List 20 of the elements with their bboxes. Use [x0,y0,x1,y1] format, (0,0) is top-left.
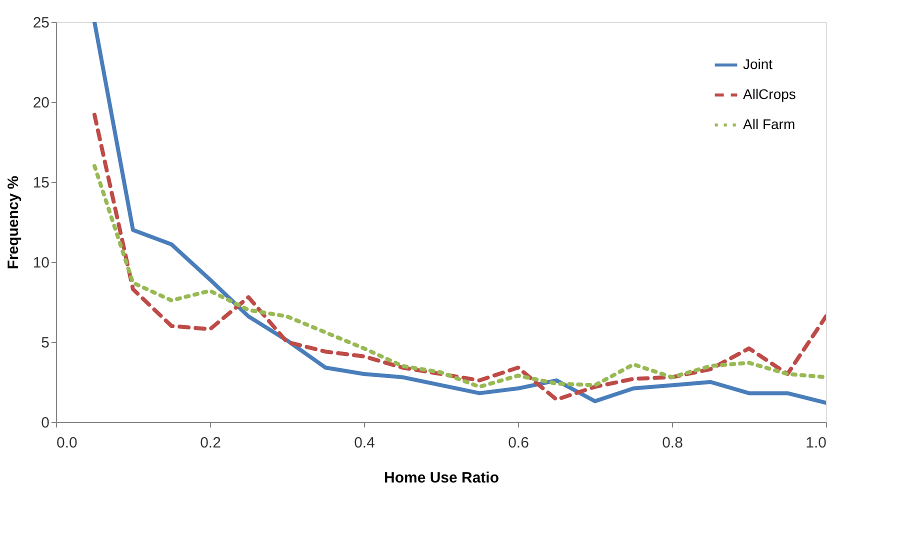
line-series [92,112,826,402]
x-tick-label: 1.0 [806,434,826,452]
y-tick-label: 15 [32,174,50,192]
y-axis-title: Frequency % [4,176,22,270]
x-axis-title: Home Use Ratio [384,470,500,486]
x-tick-label: 0.4 [354,434,375,452]
y-tick-label: 25 [32,14,50,32]
legend-label: Joint [743,56,773,72]
y-tick-label: 20 [32,94,50,112]
line-series [92,164,826,389]
legend-label: AllCrops [743,86,796,102]
y-tick-label: 0 [41,414,50,432]
legend-label: All Farm [743,116,796,132]
y-tick-label: 5 [41,334,50,352]
x-tick-label: 0.2 [200,434,221,452]
y-tick-label: 10 [32,254,50,272]
line-series [92,22,826,405]
x-tick-label: 0.8 [662,434,683,452]
x-tick-label: 0.6 [508,434,529,452]
x-tick-label: 0.0 [56,434,78,452]
